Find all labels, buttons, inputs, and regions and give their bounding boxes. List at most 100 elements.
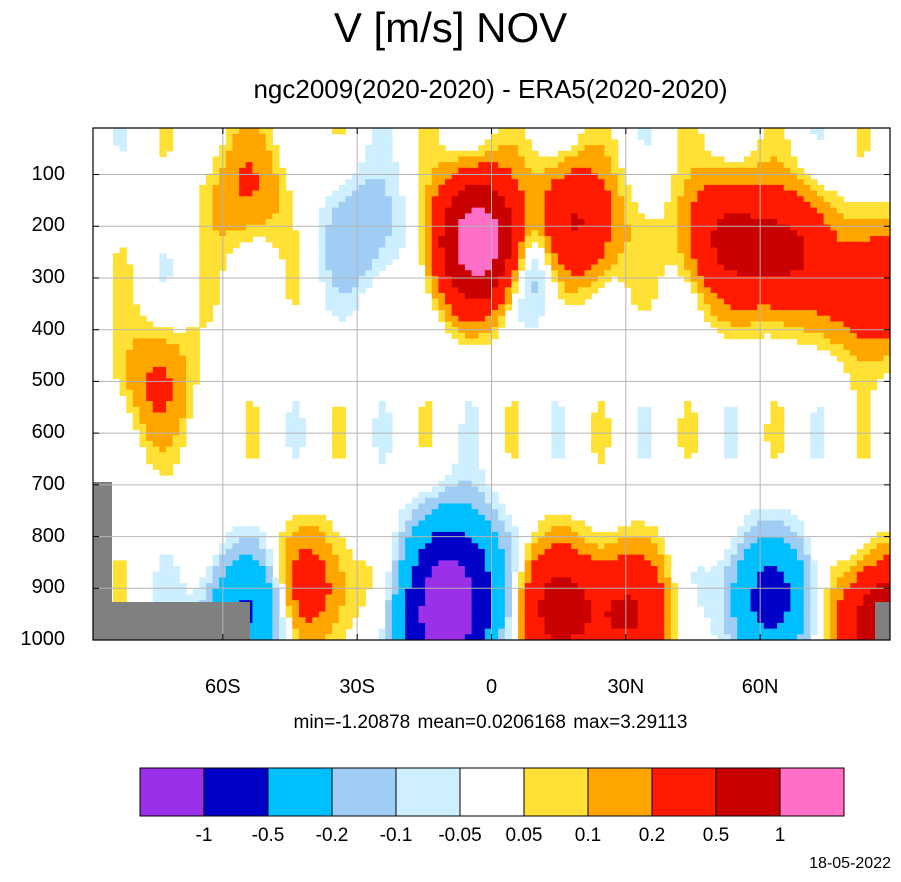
contour-cell: [471, 611, 479, 618]
contour-cell: [717, 247, 725, 254]
contour-cell: [418, 150, 426, 158]
contour-cell: [325, 275, 333, 283]
contour-cell: [850, 588, 858, 596]
contour-cell: [292, 247, 300, 254]
contour-cell: [378, 230, 386, 237]
contour-cell: [597, 133, 606, 140]
contour-cell: [425, 497, 433, 505]
contour-cell: [358, 196, 366, 203]
contour-cell: [750, 213, 758, 220]
contour-cell: [332, 196, 340, 203]
contour-cell: [365, 162, 373, 169]
contour-cell: [305, 537, 313, 544]
contour-cell: [365, 184, 373, 192]
contour-cell: [571, 236, 579, 243]
contour-cell: [763, 321, 772, 328]
contour-cell: [531, 179, 539, 186]
contour-cell: [332, 571, 340, 579]
contour-cell: [704, 315, 712, 323]
contour-cell: [597, 281, 606, 288]
contour-cell: [179, 338, 187, 345]
contour-cell: [770, 224, 778, 231]
contour-cell: [425, 150, 433, 158]
contour-cell: [803, 310, 811, 317]
contour-cell: [498, 156, 506, 163]
contour-cell: [285, 577, 293, 584]
contour-cell: [445, 190, 453, 197]
contour-cell: [438, 560, 446, 567]
contour-cell: [531, 224, 539, 231]
contour-cell: [763, 588, 772, 596]
contour-cell: [199, 583, 207, 590]
contour-cell: [757, 207, 765, 214]
contour-cell: [624, 560, 632, 567]
contour-cell: [278, 213, 287, 220]
contour-cell: [498, 514, 506, 522]
contour-cell: [411, 605, 420, 613]
contour-cell: [166, 560, 174, 567]
contour-cell: [630, 270, 639, 277]
contour-cell: [803, 548, 811, 556]
contour-cell: [212, 253, 220, 260]
contour-cell: [278, 622, 287, 630]
contour-cell: [650, 526, 659, 533]
contour-cell: [445, 554, 453, 561]
contour-cell: [883, 321, 890, 328]
contour-cell: [870, 611, 878, 618]
contour-cell: [524, 281, 532, 288]
contour-cell: [451, 554, 459, 561]
contour-cell: [245, 179, 253, 186]
contour-cell: [604, 145, 612, 152]
contour-cell: [617, 548, 625, 556]
contour-cell: [146, 457, 154, 465]
contour-cell: [252, 594, 260, 601]
contour-cell: [504, 571, 513, 579]
contour-cell: [690, 173, 698, 180]
contour-cell: [411, 577, 420, 584]
contour-cell: [803, 264, 811, 271]
contour-cell: [637, 548, 645, 556]
contour-cell: [757, 219, 765, 226]
contour-cell: [531, 571, 539, 579]
contour-cell: [352, 577, 360, 584]
contour-cell: [777, 543, 785, 550]
contour-cell: [325, 258, 333, 266]
contour-cell: [617, 224, 625, 231]
contour-cell: [232, 145, 240, 152]
contour-cell: [531, 304, 539, 311]
contour-cell: [591, 264, 599, 271]
contour-cell: [239, 548, 247, 556]
contour-cell: [604, 241, 612, 249]
contour-cell: [338, 611, 346, 618]
contour-cell: [710, 247, 718, 254]
contour-cell: [757, 281, 765, 288]
contour-cell: [883, 207, 890, 214]
contour-cell: [577, 537, 586, 544]
contour-cell: [876, 213, 884, 220]
contour-cell: [518, 622, 526, 630]
contour-cell: [863, 258, 871, 266]
contour-cell: [730, 440, 738, 448]
contour-cell: [239, 526, 247, 533]
contour-cell: [810, 571, 818, 579]
contour-cell: [630, 224, 639, 231]
contour-cell: [730, 583, 738, 590]
contour-cell: [537, 304, 546, 311]
contour-cell: [478, 315, 486, 323]
contour-cell: [644, 128, 652, 135]
contour-cell: [710, 292, 718, 300]
contour-cell: [292, 292, 300, 300]
contour-cell: [684, 162, 692, 169]
contour-cell: [212, 566, 220, 573]
contour-cell: [445, 566, 453, 573]
contour-cell: [557, 583, 566, 590]
contour-cell: [730, 270, 738, 277]
contour-cell: [816, 304, 825, 311]
contour-cell: [850, 611, 858, 618]
contour-cell: [518, 611, 526, 618]
contour-cell: [451, 270, 459, 277]
contour-cell: [537, 554, 546, 561]
contour-cell: [358, 230, 366, 237]
contour-cell: [225, 190, 234, 197]
contour-cell: [624, 548, 632, 556]
